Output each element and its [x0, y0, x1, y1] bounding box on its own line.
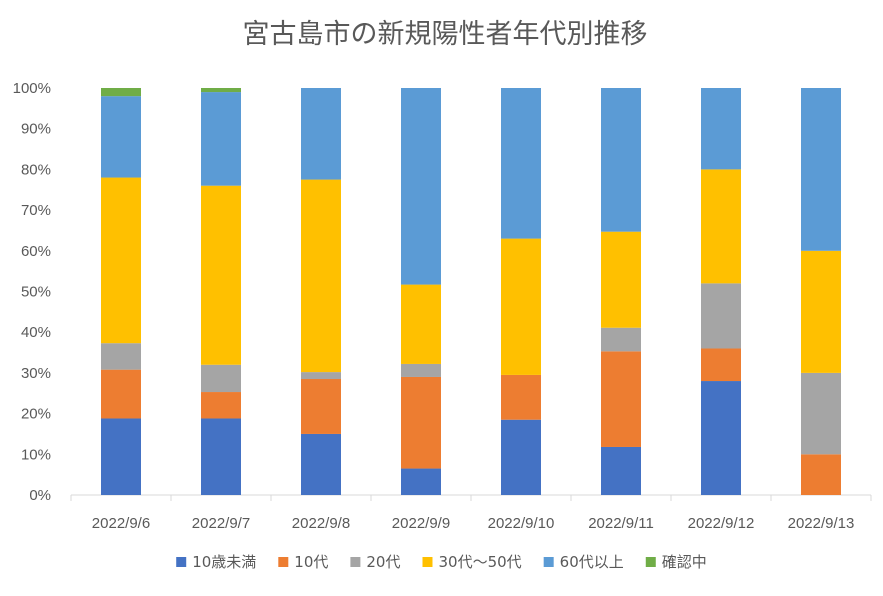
legend-item: 10歳未満 — [176, 553, 256, 571]
bar-segment — [201, 364, 241, 393]
bar-segment — [501, 88, 541, 239]
bar-segment — [701, 348, 741, 382]
bar-segment — [301, 433, 341, 495]
legend-item: 10代 — [278, 553, 328, 571]
bars — [101, 88, 841, 495]
legend-swatch — [176, 557, 187, 567]
bar-segment — [601, 351, 641, 447]
legend-item: 20代 — [350, 553, 400, 571]
bar-segment — [101, 88, 141, 97]
legend-swatch — [422, 557, 433, 567]
bar-segment — [401, 468, 441, 495]
bar-segment — [401, 376, 441, 469]
axes: 0% 10% 20% 30% 40% 50% 60% 70% 80% 90% 100% — [13, 80, 872, 504]
y-tick-label: 100% — [13, 80, 51, 97]
y-tick-label: 40% — [21, 324, 51, 341]
bar-segment — [801, 250, 841, 373]
legend-item: 30代〜50代 — [422, 553, 522, 571]
y-tick-label: 50% — [21, 284, 51, 301]
bar-segment — [101, 177, 141, 344]
y-tick-label: 10% — [21, 446, 51, 463]
y-tick-label: 70% — [21, 202, 51, 219]
bar-segment — [801, 372, 841, 455]
y-tick-label: 30% — [21, 365, 51, 382]
bar-segment — [301, 379, 341, 434]
x-tick-labels: 2022/9/6 2022/9/7 2022/9/8 2022/9/9 2022/9/1… — [92, 515, 855, 532]
bar-segment — [801, 88, 841, 251]
bar-segment — [401, 88, 441, 285]
bar-segment — [801, 454, 841, 495]
bar-segment — [601, 327, 641, 352]
x-tick-label: 2022/9/11 — [588, 515, 654, 532]
legend-swatch — [543, 557, 554, 567]
bar-segment — [201, 185, 241, 365]
bar-segment — [301, 88, 341, 180]
legend-swatch — [278, 557, 289, 567]
legend-label: 30代〜50代 — [438, 553, 521, 571]
bar-segment — [101, 96, 141, 178]
bar-segment — [101, 343, 141, 370]
legend-label: 10代 — [294, 553, 328, 571]
legend-swatch — [645, 557, 656, 567]
x-tick-label: 2022/9/8 — [292, 515, 350, 532]
legend-label: 20代 — [366, 553, 400, 571]
bar-segment — [201, 88, 241, 93]
bar-segment — [201, 92, 241, 186]
y-tick-label: 60% — [21, 243, 51, 260]
legend-label: 10歳未満 — [192, 553, 256, 571]
bar-segment — [401, 284, 441, 364]
chart-title: 宮古島市の新規陽性者年代別推移 — [243, 19, 648, 50]
bar-segment — [301, 179, 341, 373]
bar-segment — [201, 392, 241, 419]
bar-segment — [201, 418, 241, 495]
bar-segment — [401, 363, 441, 377]
bar-segment — [601, 88, 641, 232]
legend: 10歳未満 10代 20代 30代〜50代 60代以上 確認中 — [176, 553, 707, 571]
x-tick-label: 2022/9/10 — [488, 515, 555, 532]
y-tick-label: 20% — [21, 406, 51, 423]
bar-segment — [701, 381, 741, 495]
bar-segment — [701, 283, 741, 349]
bar-segment — [501, 238, 541, 375]
legend-item: 60代以上 — [543, 553, 624, 571]
x-tick-label: 2022/9/7 — [192, 515, 250, 532]
legend-label: 確認中 — [662, 553, 707, 571]
x-tick-label: 2022/9/13 — [788, 515, 855, 532]
bar-segment — [601, 446, 641, 495]
y-tick-label: 90% — [21, 121, 51, 138]
x-tick-label: 2022/9/6 — [92, 515, 150, 532]
y-tick-label: 80% — [21, 161, 51, 178]
bar-segment — [701, 88, 741, 170]
bar-segment — [101, 418, 141, 495]
y-tick-label: 0% — [29, 487, 51, 504]
bar-segment — [101, 369, 141, 419]
bar-segment — [501, 419, 541, 495]
bar-segment — [701, 169, 741, 284]
x-tick-label: 2022/9/12 — [688, 515, 755, 532]
x-tick-label: 2022/9/9 — [392, 515, 450, 532]
bar-segment — [601, 231, 641, 328]
bar-segment — [301, 372, 341, 380]
bar-segment — [501, 374, 541, 420]
legend-item: 確認中 — [645, 553, 707, 571]
legend-swatch — [350, 557, 361, 567]
legend-label: 60代以上 — [560, 553, 624, 571]
